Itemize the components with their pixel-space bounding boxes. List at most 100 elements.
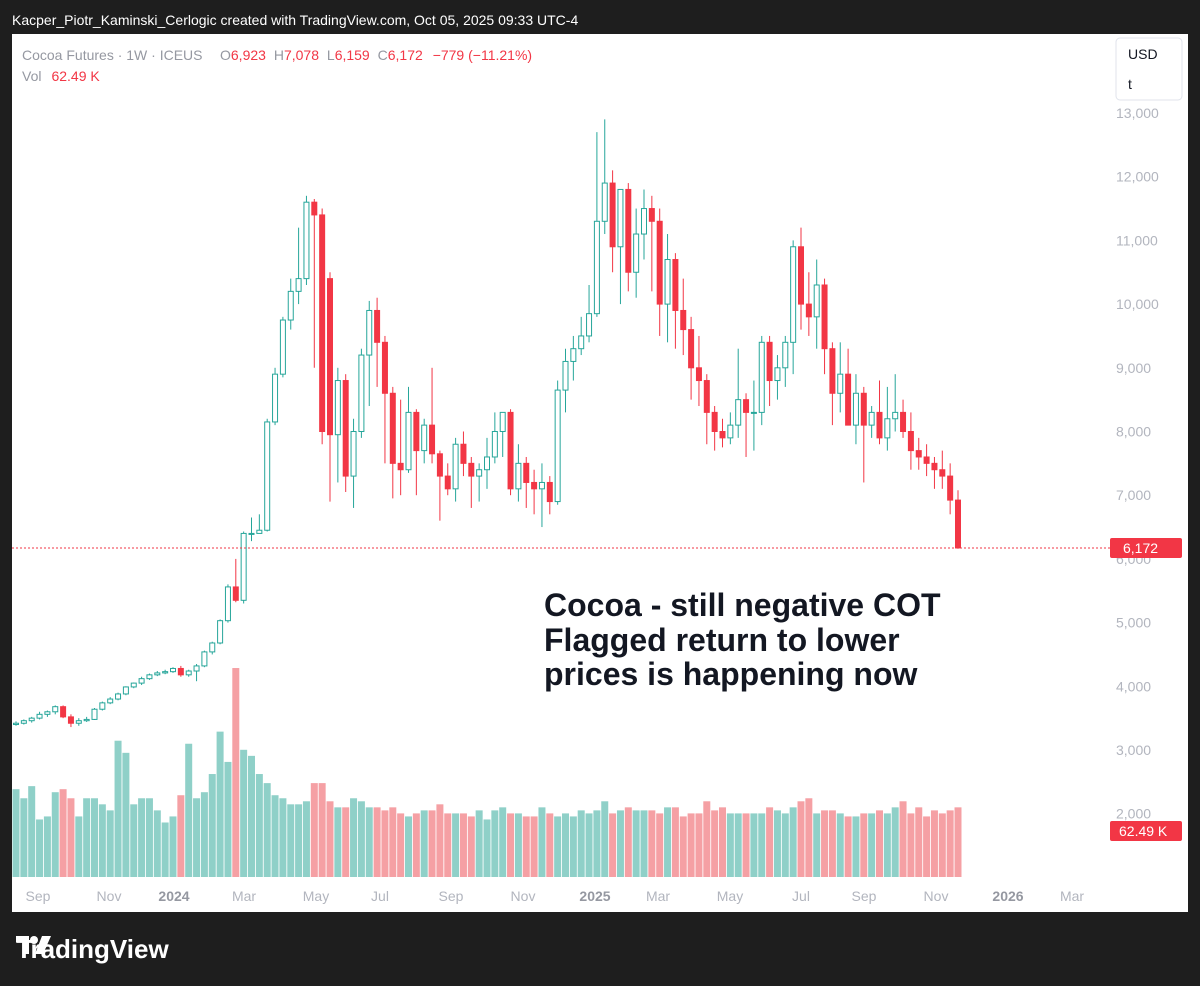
- volume-bar: [412, 813, 420, 877]
- candle: [593, 132, 600, 317]
- candle: [67, 714, 74, 728]
- candle: [201, 650, 208, 668]
- candle: [146, 673, 153, 680]
- volume-bar: [852, 816, 860, 877]
- volume-bar: [240, 749, 248, 877]
- candle: [476, 463, 483, 502]
- y-tick-label: 5,000: [1116, 615, 1151, 631]
- candle: [99, 701, 106, 711]
- candle: [578, 316, 585, 356]
- x-axis[interactable]: Sep Nov 2024 Mar May Jul Sep Nov 2025 Mar May Jul Se…: [26, 888, 1085, 904]
- volume-bar: [734, 813, 742, 877]
- volume-bar: [601, 801, 609, 877]
- candle: [695, 335, 702, 407]
- x-tick-label: 2025: [579, 888, 610, 904]
- candle: [52, 705, 59, 715]
- candle: [13, 721, 19, 726]
- y-axis[interactable]: 13,000 12,000 11,000 10,000 9,000 8,000 7,000 6…: [1116, 105, 1159, 822]
- x-tick-label: Jul: [371, 888, 389, 904]
- candle: [209, 641, 216, 655]
- volume-bar: [844, 816, 852, 877]
- y-tick-label: 10,000: [1116, 296, 1159, 312]
- candle: [499, 411, 506, 457]
- currency-box[interactable]: [1115, 37, 1183, 101]
- price-badge: [1110, 537, 1182, 558]
- candle: [295, 227, 302, 305]
- volume-bar: [106, 810, 114, 877]
- volume-bar: [98, 804, 106, 877]
- volume-bar: [138, 798, 146, 877]
- legend-vol-value: 62.49 K: [51, 68, 100, 84]
- volume-bar: [295, 804, 303, 877]
- candle: [60, 705, 67, 719]
- candle: [656, 208, 663, 336]
- legend-symbol: Cocoa Futures · 1W · ICEUS: [22, 47, 203, 63]
- volume-bar: [232, 668, 240, 877]
- candle: [570, 335, 577, 381]
- volume-bar: [365, 807, 373, 877]
- legend-c-label: C: [378, 47, 388, 63]
- volume-bar: [114, 740, 122, 877]
- volume-bar: [750, 813, 758, 877]
- volume-bar: [287, 804, 295, 877]
- candle: [915, 437, 922, 470]
- volume-bar: [758, 813, 766, 877]
- candle: [421, 418, 428, 464]
- volume-bar: [271, 795, 279, 877]
- currency-label: USD: [1128, 46, 1158, 62]
- candle: [515, 444, 522, 502]
- candle: [83, 716, 90, 722]
- volume-bar: [302, 801, 310, 877]
- legend-h-value: 7,078: [284, 47, 319, 63]
- volume-bar: [522, 816, 530, 877]
- candle: [405, 386, 412, 473]
- candle: [766, 335, 773, 407]
- candle: [44, 710, 51, 717]
- volume-bar: [915, 807, 923, 877]
- candle: [91, 707, 98, 721]
- volume-bar: [75, 816, 83, 877]
- candle: [719, 418, 726, 448]
- volume-bar: [593, 810, 601, 877]
- volume-bar: [930, 810, 938, 877]
- volume-series: [12, 668, 962, 877]
- candle: [609, 170, 616, 273]
- chart-panel[interactable]: Cocoa Futures · 1W · ICEUS O6,923 H7,078…: [12, 34, 1188, 912]
- volume-bar: [342, 807, 350, 877]
- candle: [680, 278, 687, 356]
- x-tick-label: Nov: [97, 888, 122, 904]
- volume-bar: [648, 810, 656, 877]
- volume-bar: [538, 807, 546, 877]
- volume-bar: [318, 783, 326, 877]
- volume-bar: [569, 816, 577, 877]
- candle: [460, 431, 467, 477]
- candle: [876, 380, 883, 445]
- volume-bar: [51, 792, 59, 877]
- candle: [28, 716, 35, 723]
- candle: [162, 669, 169, 675]
- volume-bar: [742, 813, 750, 877]
- volume-bar: [679, 816, 687, 877]
- candle: [350, 418, 357, 508]
- x-tick-label: Sep: [852, 888, 877, 904]
- candle: [232, 558, 239, 603]
- volume-bar: [459, 813, 467, 877]
- volume-bar: [805, 798, 813, 877]
- candle: [413, 409, 420, 496]
- volume-bar: [224, 761, 232, 877]
- volume-bar: [514, 813, 522, 877]
- volume-bar: [530, 816, 538, 877]
- volume-bar: [248, 755, 255, 877]
- chart-svg[interactable]: Cocoa Futures · 1W · ICEUS O6,923 H7,078…: [12, 34, 1188, 912]
- candle: [358, 348, 365, 438]
- annotation-line-3: prices is happening now: [544, 656, 918, 692]
- candle: [625, 183, 632, 292]
- volume-bar: [59, 789, 67, 877]
- attribution-text: Kacper_Piotr_Kaminski_Cerlogic created w…: [12, 12, 579, 28]
- candle: [641, 189, 647, 260]
- volume-bar: [91, 798, 98, 877]
- volume-bar: [632, 810, 640, 877]
- volume-bar: [860, 813, 868, 877]
- volume-bar: [467, 816, 475, 877]
- volume-bar: [67, 798, 75, 877]
